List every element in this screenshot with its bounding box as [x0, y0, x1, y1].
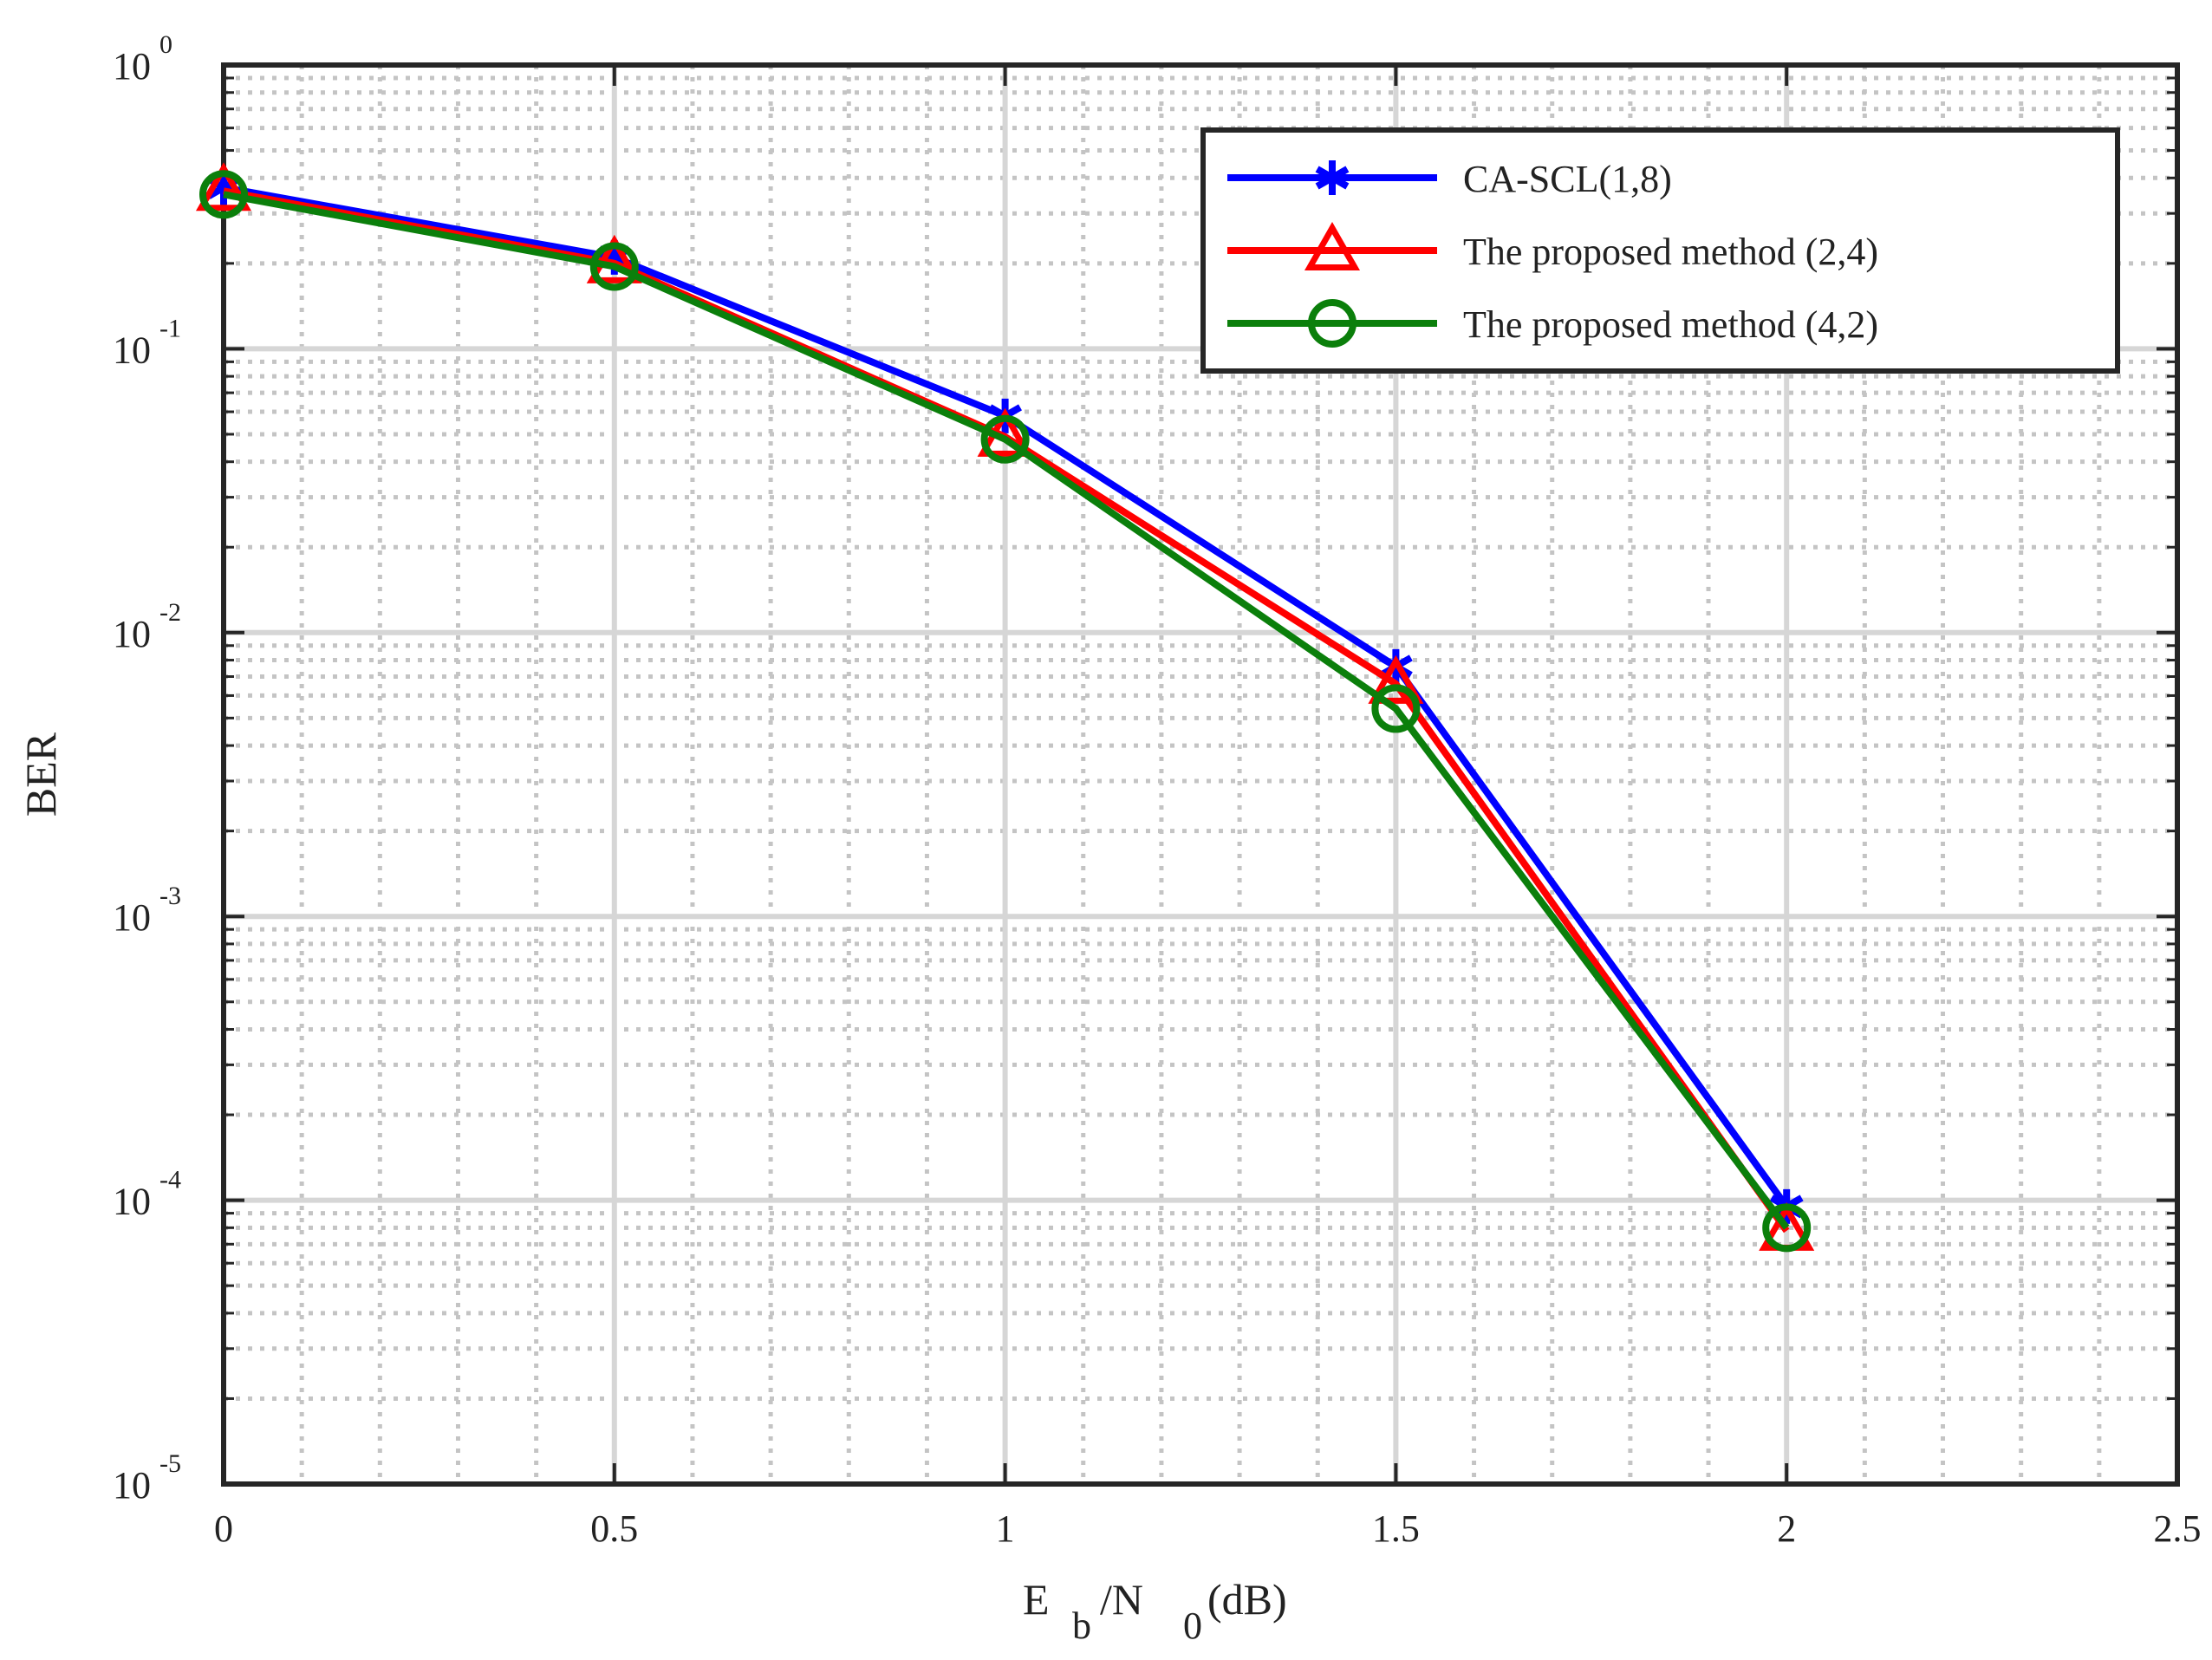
x-axis-title-subscript: b [1072, 1605, 1091, 1647]
marker-stroke [1315, 166, 1350, 190]
y-tick-label-exponent: -5 [159, 1449, 181, 1478]
circle-marker [589, 242, 639, 291]
x-tick-label: 1 [996, 1507, 1015, 1550]
axes [221, 62, 2180, 1487]
triangle-marker [195, 162, 252, 212]
x-axis-title-subscript: 0 [1183, 1605, 1202, 1647]
legend-entry: CA-SCL(1,8) [1227, 158, 1672, 200]
y-tick-label-exponent: -3 [159, 882, 181, 910]
x-tick-label: 2 [1777, 1507, 1796, 1550]
series [195, 162, 1815, 1253]
y-axis-title: BER [16, 732, 65, 817]
circle-marker [980, 414, 1030, 464]
series-line [223, 191, 1790, 1230]
x-tick-label: 1.5 [1372, 1507, 1420, 1550]
y-tick-label-base: 10 [113, 329, 151, 371]
y-tick-label-base: 10 [113, 896, 151, 939]
x-tick-label: 0 [214, 1507, 233, 1550]
triangle-marker [586, 234, 642, 283]
circle-marker [1308, 299, 1356, 348]
y-tick-label-base: 10 [113, 1181, 151, 1223]
legend-label: The proposed method (4,2) [1463, 303, 1878, 346]
circle-marker [1371, 684, 1421, 733]
triangle-marker [1368, 654, 1424, 704]
legend: CA-SCL(1,8) The proposed method (2,4) The … [1200, 127, 2120, 374]
legend-entry: The proposed method (4,2) [1227, 299, 1878, 348]
y-tick-label-exponent: -2 [159, 598, 181, 627]
y-tick-label-exponent: -4 [159, 1166, 181, 1195]
y-tick-label-exponent: 0 [159, 30, 172, 59]
x-tick-label: 2.5 [2154, 1507, 2202, 1550]
circle-marker [199, 170, 248, 219]
series-3 [199, 170, 1812, 1253]
y-tick-label-exponent: -1 [159, 314, 181, 342]
x-tick-label: 0.5 [590, 1507, 638, 1550]
y-tick-label-base: 10 [113, 1464, 151, 1507]
legend-entry: The proposed method (2,4) [1227, 221, 1878, 273]
x-axis-title-main: E [1023, 1575, 1050, 1624]
y-tick-label-base: 10 [113, 613, 151, 655]
circle-marker [1762, 1203, 1812, 1253]
triangle-marker [1304, 221, 1361, 270]
asterisk-marker [1315, 160, 1350, 195]
x-axis-title-unit: (dB) [1207, 1575, 1287, 1624]
axis-labels: 0 0.5 1 1.5 2 2.5 10 0 10 -1 10 -2 10 -3 10 -4 10 -5 BER Eb… [16, 30, 2202, 1647]
legend-label: CA-SCL(1,8) [1463, 158, 1672, 200]
x-axis-title-mid: /N [1100, 1575, 1143, 1624]
legend-label: The proposed method (2,4) [1463, 231, 1878, 273]
plot-area-border [221, 62, 2180, 1487]
y-tick-label-base: 10 [113, 45, 151, 88]
